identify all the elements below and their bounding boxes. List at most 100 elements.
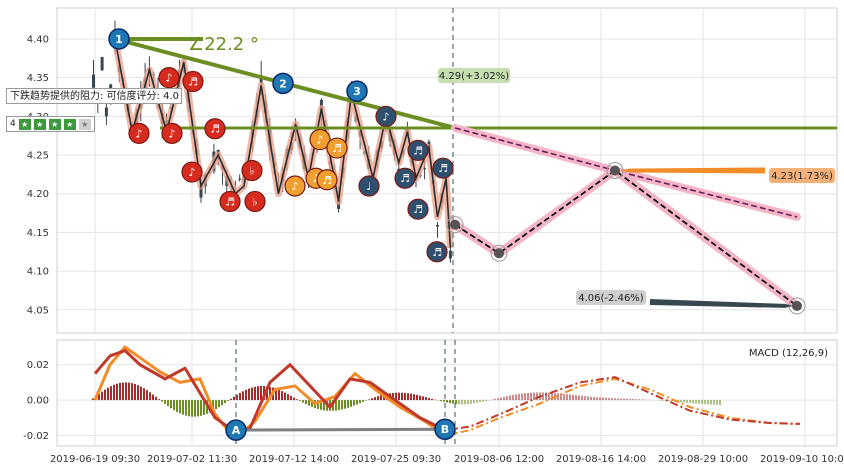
macd-hist-bar (464, 400, 466, 404)
buy-marker-glyph: ♬ (400, 172, 410, 185)
candle-body (436, 225, 439, 226)
macd-hist-bar (368, 399, 370, 400)
macd-hist-bar (425, 397, 427, 400)
macd-hist-bar (503, 397, 505, 400)
macd-hist-bar (377, 396, 379, 400)
macd-hist-bar (374, 397, 376, 400)
macd-hist-bar (215, 400, 217, 409)
macd-hist-bar (614, 398, 616, 400)
macd-hist-bar (101, 392, 103, 400)
y-tick-label: 4.20 (27, 189, 49, 200)
macd-hist-bar (509, 396, 511, 401)
macd-hist-bar (578, 396, 580, 401)
macd-hist-bar (530, 393, 532, 400)
macd-hist-bar (224, 400, 226, 403)
trend-angle-label: ∠22.2 ° (188, 34, 259, 55)
macd-hist-bar (359, 400, 361, 403)
sell-marker: ♬ (183, 72, 203, 92)
macd-hist-bar (341, 400, 343, 409)
y-tick-label: 4.40 (27, 34, 49, 45)
sell-marker: ♪ (159, 68, 179, 88)
macd-hist-bar (422, 396, 424, 400)
macd-hist-bar (350, 400, 352, 407)
buy-marker-glyph: ♬ (438, 162, 448, 175)
macd-hist-bar (242, 391, 244, 400)
macd-hist-bar (401, 393, 403, 400)
macd-hist-bar (428, 398, 430, 400)
macd-hist-bar (587, 396, 589, 400)
peak-marker-label: 3 (353, 85, 361, 98)
macd-hist-bar (353, 400, 355, 406)
y-tick-label: 0.02 (27, 360, 49, 371)
macd-hist-bar (440, 400, 442, 401)
neutral-marker-glyph: ♪ (316, 134, 323, 147)
macd-hist-bar (638, 399, 640, 400)
y-tick-label: 4.10 (27, 267, 49, 278)
macd-hist-bar (467, 400, 469, 404)
macd-hist-bar (521, 394, 523, 401)
macd-hist-bar (134, 384, 136, 400)
macd-hist-bar (707, 400, 709, 404)
macd-hist-bar (617, 398, 619, 400)
macd-hist-bar (563, 394, 565, 400)
macd-hist-bar (458, 400, 460, 404)
buy-marker: ♬ (408, 140, 428, 160)
x-tick-label: 2019-08-06 12:00 (454, 454, 544, 465)
macd-hist-bar (629, 399, 631, 400)
macd-hist-bar (524, 393, 526, 400)
macd-hist-bar (500, 398, 502, 401)
forecast-node (494, 248, 504, 258)
macd-hist-bar (257, 386, 259, 400)
macd-hist-bar (248, 389, 250, 401)
macd-hist-bar (548, 393, 550, 400)
macd-hist-bar (479, 400, 481, 402)
macd-hist-bar (527, 393, 529, 400)
buy-marker-glyph: ♪ (382, 110, 389, 123)
macd-hist-bar (104, 390, 106, 400)
macd-hist-bar (608, 398, 610, 400)
divergence-line (236, 429, 445, 430)
macd-hist-bar (701, 400, 703, 404)
macd-hist-bar (197, 400, 199, 416)
macd-hist-bar (143, 388, 145, 400)
divergence-marker-label: A (232, 424, 241, 437)
macd-hist-bar (173, 400, 175, 410)
macd-hist-bar (452, 400, 454, 404)
forecast-low-label: 4.06(-2.46%) (576, 290, 646, 305)
y-tick-label: -0.02 (23, 431, 49, 442)
macd-hist-bar (347, 400, 349, 408)
y-tick-label: 4.05 (27, 305, 49, 316)
macd-hist-bar (398, 393, 400, 400)
macd-hist-bar (254, 387, 256, 400)
sell-marker-glyph: ♭ (249, 165, 254, 178)
macd-hist-bar (284, 393, 286, 400)
macd-hist-bar (293, 398, 295, 400)
macd-hist-bar (356, 400, 358, 404)
sell-marker-glyph: ♬ (188, 76, 198, 89)
macd-hist-bar (239, 393, 241, 400)
peak-marker: 3 (347, 81, 367, 101)
macd-hist-bar (302, 400, 304, 403)
macd-hist-bar (692, 400, 694, 403)
macd-hist-bar (125, 382, 127, 400)
rating-star-icon: ★ (34, 119, 46, 130)
macd-hist-bar (227, 400, 229, 401)
macd-hist-bar (461, 400, 463, 404)
forecast-mid-label: 4.23(1.73%) (769, 168, 835, 183)
macd-hist-bar (449, 400, 451, 403)
divergence-marker: B (435, 419, 455, 439)
macd-hist-bar (593, 397, 595, 400)
macd-hist-bar (131, 383, 133, 400)
neutral-marker-glyph: ♬ (332, 142, 342, 155)
neutral-marker: ♬ (317, 170, 337, 190)
macd-hist-bar (140, 387, 142, 400)
buy-marker: ♬ (427, 242, 447, 262)
y-tick-label: 4.15 (27, 228, 49, 239)
macd-hist-bar (185, 400, 187, 416)
macd-hist-bar (518, 394, 520, 400)
peak-marker: 2 (273, 73, 293, 93)
macd-hist-bar (419, 396, 421, 400)
forecast-node (792, 301, 802, 311)
